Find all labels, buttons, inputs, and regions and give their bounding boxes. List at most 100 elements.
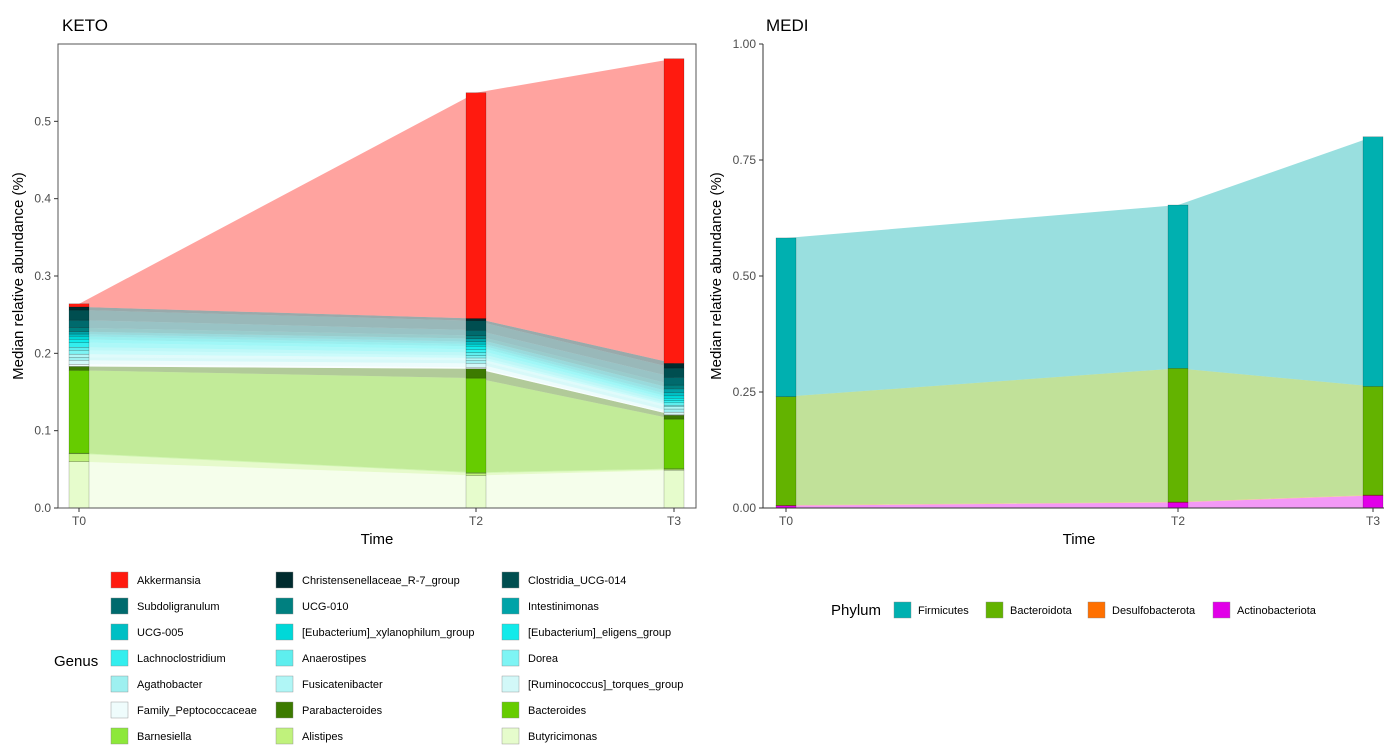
genus-legend-label: [Eubacterium]_xylanophilum_group (302, 627, 474, 639)
keto-bar-parabacteroides-t3 (663, 415, 685, 420)
genus-legend-item: Agathobacter (110, 675, 203, 693)
keto-area-alistipes (79, 453, 674, 476)
genus-legend-key-intestinimonas (501, 597, 520, 615)
genus-legend-key-ucg-010 (275, 597, 294, 615)
genus-legend-label: Butyricimonas (528, 731, 598, 743)
genus-legend-key-family-peptococcaceae (110, 701, 129, 719)
medi-area-bacteroidota (786, 368, 1373, 506)
keto-x-axis: T0 T2 T3 (72, 508, 681, 528)
medi-area-firmicutes (786, 136, 1373, 397)
keto-bar-christensenellaceae-r-7-group-t0 (68, 306, 90, 311)
genus-legend-label: UCG-010 (302, 601, 348, 613)
genus-legend-key-barnesiella (110, 727, 129, 745)
genus-legend-key-lachnoclostridium (110, 649, 129, 667)
medi-bar-actinobacteriota-t2 (1167, 502, 1189, 509)
keto-bar-akkermansia-t3 (663, 58, 685, 364)
keto-bar-subdoligranulum-t0 (68, 319, 90, 328)
keto-bar-clostridia-ucg-014-t2 (465, 320, 487, 331)
genus-legend-item: Dorea (501, 649, 559, 667)
medi-bar-firmicutes-t3 (1362, 136, 1384, 387)
keto-bar-eubacterium-xylanophilum-group-t2 (465, 343, 487, 347)
keto-area-christensenellaceae-r-7-group (79, 306, 674, 369)
keto-bar-family-peptococcaceae-t2 (465, 367, 487, 369)
keto-bar-layer (68, 58, 685, 509)
genus-legend-key-alistipes (275, 727, 294, 745)
genus-legend-key-clostridia-ucg-014 (501, 571, 520, 589)
keto-bar-eubacterium-eligens-group-t2 (465, 346, 487, 350)
keto-bar-ucg-010-t0 (68, 327, 90, 332)
keto-bar-butyricimonas-t0 (68, 461, 90, 509)
medi-y-tick-label: 0.25 (733, 385, 757, 399)
phylum-legend-item: Bacteroidota (985, 601, 1073, 619)
genus-legend-key-christensenellaceae-r-7-group (275, 571, 294, 589)
phylum-legend-key-desulfobacterota (1087, 601, 1106, 619)
keto-y-tick-label: 0.4 (34, 192, 51, 206)
keto-bar-dorea-t3 (663, 404, 685, 407)
keto-bar-butyricimonas-t2 (465, 475, 487, 509)
medi-y-tick-label: 0.50 (733, 269, 757, 283)
genus-legend-key-subdoligranulum (110, 597, 129, 615)
genus-legend-label: Christensenellaceae_R-7_group (302, 575, 460, 587)
keto-bar-parabacteroides-t0 (68, 366, 90, 371)
genus-legend-key-akkermansia (110, 571, 129, 589)
genus-legend-item: [Eubacterium]_eligens_group (501, 623, 671, 641)
keto-bar-intestinimonas-t3 (663, 388, 685, 393)
keto-area-ucg-010 (79, 327, 674, 389)
keto-bar-intestinimonas-t2 (465, 338, 487, 342)
keto-chart-panel: KETO 0.0 0.1 0.2 0.3 0.4 0.5 T0 T2 T3 Time Medi… (10, 16, 697, 548)
keto-bar-akkermansia-t0 (68, 303, 90, 308)
medi-y-axis: 0.00 0.25 0.50 0.75 1.00 (733, 37, 763, 515)
medi-x-tick-label: T3 (1366, 514, 1380, 528)
keto-bar-agathobacter-t0 (68, 357, 90, 361)
keto-y-axis-title: Median relative abundance (%) (10, 172, 27, 380)
keto-y-tick-label: 0.0 (34, 501, 51, 515)
keto-bar-parabacteroides-t2 (465, 368, 487, 379)
keto-area-clostridia-ucg-014 (79, 310, 674, 378)
keto-bar-ucg-010-t3 (663, 384, 685, 390)
keto-bar-subdoligranulum-t2 (465, 329, 487, 336)
keto-bar-ucg-005-t3 (663, 392, 685, 397)
genus-legend-item: Family_Peptococcaceae (110, 701, 257, 719)
genus-legend: Genus Akkermansia Christensenellaceae_R-7… (54, 571, 683, 745)
genus-legend-key-dorea (501, 649, 520, 667)
genus-legend-key-butyricimonas (501, 727, 520, 745)
genus-legend-label: Alistipes (302, 731, 343, 743)
keto-area-subdoligranulum (79, 320, 674, 386)
genus-legend-label: Fusicatenibacter (302, 679, 383, 691)
keto-bar-fusicatenibacter-t2 (465, 357, 487, 361)
medi-bar-actinobacteriota-t3 (1362, 495, 1384, 509)
phylum-legend-title: Phylum (831, 602, 881, 619)
keto-bar-anaerostipes-t3 (663, 402, 685, 406)
keto-bar-agathobacter-t2 (465, 360, 487, 364)
keto-area-parabacteroides (79, 366, 674, 420)
phylum-legend: Phylum Firmicutes Bacteroidota Desulfobact… (831, 601, 1317, 619)
medi-bar-bacteroidota-t0 (775, 396, 797, 506)
keto-bar-eubacterium-eligens-group-t0 (68, 339, 90, 343)
genus-legend-label: Subdoligranulum (137, 601, 220, 613)
medi-x-tick-label: T0 (779, 514, 793, 528)
phylum-legend-label: Desulfobacterota (1112, 605, 1196, 617)
genus-legend-item: Intestinimonas (501, 597, 599, 615)
keto-bar-fusicatenibacter-t3 (663, 406, 685, 410)
keto-area-butyricimonas (79, 461, 674, 508)
phylum-legend-item: Firmicutes (893, 601, 969, 619)
phylum-legend-item: Desulfobacterota (1087, 601, 1196, 619)
keto-bar-clostridia-ucg-014-t0 (68, 309, 90, 321)
genus-legend-label: Lachnoclostridium (137, 653, 226, 665)
genus-legend-item: [Eubacterium]_xylanophilum_group (275, 623, 474, 641)
keto-y-tick-label: 0.3 (34, 269, 51, 283)
genus-legend-label: Bacteroides (528, 705, 587, 717)
genus-legend-key-fusicatenibacter (275, 675, 294, 693)
genus-legend-item: Bacteroides (501, 701, 587, 719)
medi-y-axis-title: Median relative abundance (%) (708, 172, 725, 380)
genus-legend-key-bacteroides (501, 701, 520, 719)
keto-bar-ucg-005-t0 (68, 333, 90, 337)
medi-y-tick-label: 0.75 (733, 153, 757, 167)
genus-legend-label: UCG-005 (137, 627, 183, 639)
keto-x-tick-label: T2 (469, 514, 483, 528)
keto-bar-ruminococcus-torques-group-t2 (465, 363, 487, 368)
keto-bar-clostridia-ucg-014-t3 (663, 367, 685, 378)
medi-title: MEDI (766, 16, 809, 35)
genus-legend-item: UCG-010 (275, 597, 348, 615)
keto-bar-eubacterium-xylanophilum-group-t3 (663, 395, 685, 399)
